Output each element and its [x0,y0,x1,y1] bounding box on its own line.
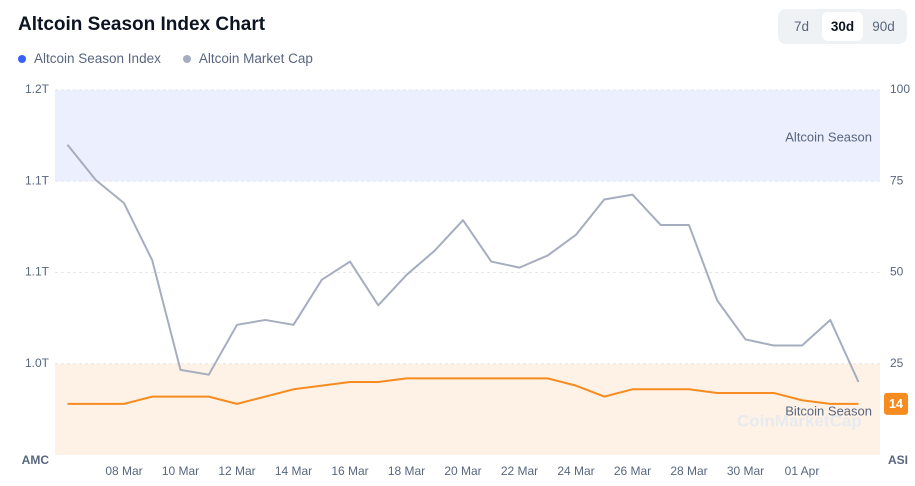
x-tick-label: 16 Mar [331,464,368,478]
watermark: CoinMarketCap [737,411,862,430]
band-label: Altcoin Season [785,129,872,144]
legend-item: Altcoin Season Index [18,51,161,66]
y2-tick-label: 50 [890,265,904,279]
range-tab[interactable]: 30d [822,12,863,41]
y-tick-label: 1.1T [25,265,50,279]
y-tick-label: 1.0T [25,356,50,370]
x-tick-label: 22 Mar [501,464,538,478]
x-tick-label: 08 Mar [105,464,142,478]
band-label: Bitcoin Season [785,403,872,418]
last-value-label: 14 [889,397,903,411]
y-tick-label: 1.1T [25,173,50,187]
range-tab[interactable]: 90d [872,19,895,34]
series-line [66,144,860,383]
y-axis-label: AMC [22,453,50,467]
x-tick-label: 24 Mar [557,464,594,478]
x-tick-label: 30 Mar [727,464,764,478]
legend-label: Altcoin Season Index [34,51,161,66]
range-tab[interactable]: 7d [793,19,810,34]
range-tabs: 7d 30d 90d [778,9,907,44]
legend-dot [18,54,26,63]
legend: Altcoin Season Index Altcoin Market Cap [18,51,313,66]
legend-dot [182,54,191,63]
x-tick-label: 28 Mar [670,464,707,478]
x-tick-label: 01 Apr [785,464,820,478]
legend-label: Altcoin Market Cap [198,51,313,66]
legend-item: Altcoin Market Cap [182,51,313,66]
chart-title: Altcoin Season Index Chart [18,14,266,35]
x-tick-label: 20 Mar [444,464,481,478]
y2-tick-label: 75 [890,173,904,187]
x-tick-label: 10 Mar [162,464,199,478]
x-tick-label: 12 Mar [218,464,255,478]
x-tick-label: 14 Mar [275,464,312,478]
x-tick-label: 26 Mar [614,464,651,478]
season-band [55,90,880,182]
y2-axis-label: ASI [888,453,908,467]
y2-tick-label: 25 [890,356,904,370]
x-tick-label: 18 Mar [388,464,425,478]
series-line [67,377,859,405]
y2-tick-label: 100 [890,82,910,96]
last-value-badge [884,392,908,415]
y-tick-label: 1.2T [25,82,50,96]
